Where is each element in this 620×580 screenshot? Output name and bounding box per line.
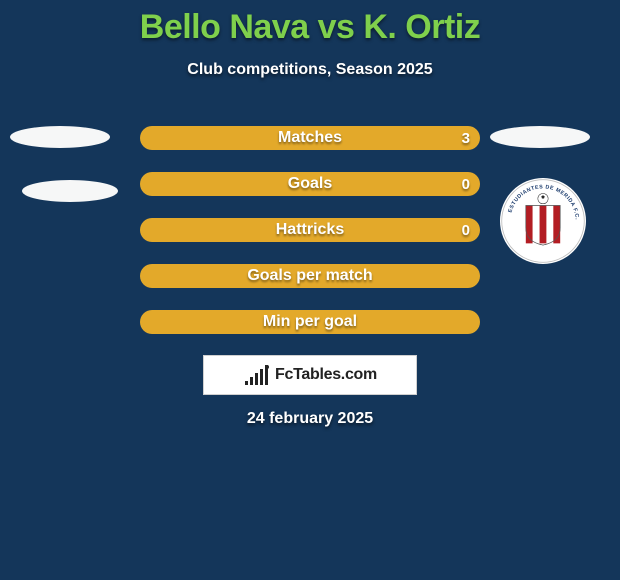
bar-value-right: 3 xyxy=(462,126,470,150)
stage: Bello Nava vs K. Ortiz Club competitions… xyxy=(0,0,620,580)
team-crest-svg: ESTUDIANTES DE MERIDA F.C. xyxy=(500,178,586,264)
brand-icon xyxy=(243,365,269,385)
badge-placeholder-2 xyxy=(490,126,590,148)
bar-row: Goals per match xyxy=(140,264,480,288)
bar-row: Min per goal xyxy=(140,310,480,334)
page-title: Bello Nava vs K. Ortiz xyxy=(0,0,620,47)
badge-placeholder-1 xyxy=(10,126,110,148)
page-subtitle: Club competitions, Season 2025 xyxy=(0,61,620,79)
bar-right-fill xyxy=(140,218,480,242)
bar-value-right: 0 xyxy=(462,172,470,196)
bar-row: Hattricks0 xyxy=(140,218,480,242)
bar-right-fill xyxy=(140,264,480,288)
bar-row: Matches3 xyxy=(140,126,480,150)
bar-right-fill xyxy=(140,172,480,196)
date-text: 24 february 2025 xyxy=(0,410,620,428)
comparison-bars: Matches3 Goals0 Hattricks0 Goals per match M… xyxy=(140,126,480,356)
bar-value-right: 0 xyxy=(462,218,470,242)
brand-box: FcTables.com xyxy=(203,355,417,395)
bar-right-fill xyxy=(140,310,480,334)
bar-row: Goals0 xyxy=(140,172,480,196)
team-crest: ESTUDIANTES DE MERIDA F.C. xyxy=(500,178,586,264)
bar-right-fill xyxy=(140,126,480,150)
brand-text: FcTables.com xyxy=(275,366,377,384)
badge-placeholder-3 xyxy=(22,180,118,202)
